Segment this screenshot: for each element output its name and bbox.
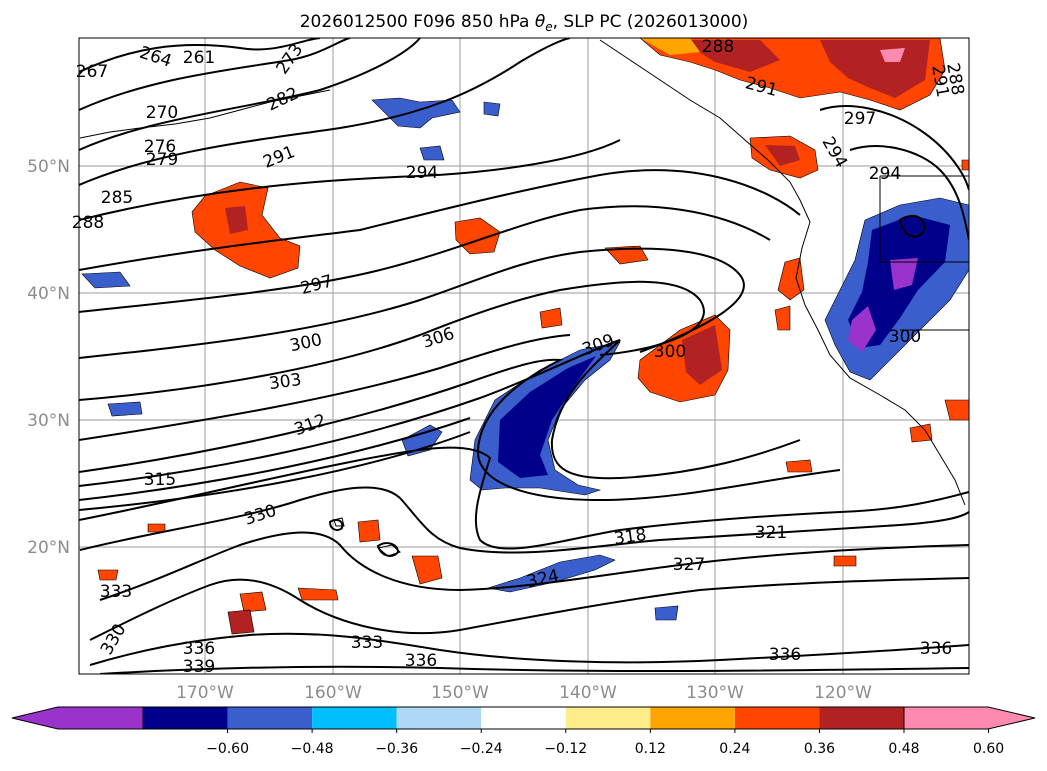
colorbar-segments (142, 706, 905, 730)
colorbar-tick-label: 0.48 (888, 741, 919, 757)
contour-label: 261 (183, 48, 215, 68)
contour-label: 339 (183, 657, 215, 677)
colorbar-extend-left (11, 706, 144, 730)
theta-e-contours (79, 38, 969, 674)
colorbar-segment (734, 707, 820, 729)
lat-tick-label: 50°N (27, 157, 70, 177)
contour-label: 315 (144, 470, 176, 490)
contour-label: 294 (869, 164, 901, 184)
contour-label: 294 (406, 163, 438, 183)
map-frame (78, 37, 970, 675)
correlation-shading (81, 38, 969, 635)
lon-tick-label: 140°W (559, 683, 617, 703)
colorbar-segment (312, 707, 397, 729)
colorbar-tick-label: −0.36 (375, 741, 418, 757)
map-panel (78, 37, 970, 675)
figure-title: 2026012500 F096 850 hPa θe, SLP PC (2026… (300, 12, 749, 34)
lat-tick-label: 40°N (27, 284, 70, 304)
contour-label: 321 (755, 523, 787, 543)
contour-labels: 261 264 267 270 276 279 282 285 288 291 … (72, 37, 968, 677)
colorbar-tick-label: 0.12 (635, 741, 666, 757)
colorbar-tick-label: −0.24 (460, 741, 503, 757)
contour-label: 336 (769, 645, 801, 665)
contour-label: 303 (268, 370, 303, 394)
colorbar-segment (481, 707, 566, 729)
contour-label: 270 (146, 103, 178, 123)
colorbar-segment (565, 707, 651, 729)
colorbar-extend-right (903, 706, 1036, 730)
lon-tick-label: 160°W (304, 683, 362, 703)
colorbar-segment (396, 707, 482, 729)
contour-label: 279 (146, 150, 178, 170)
lon-tick-label: 170°W (176, 683, 234, 703)
colorbar-tick-label: −0.48 (291, 741, 334, 757)
contour-label: 297 (844, 109, 876, 129)
contour-label: 336 (405, 651, 437, 671)
contour-label: 327 (673, 555, 705, 575)
lon-tick-label: 120°W (814, 683, 872, 703)
colorbar-ticks: −0.60 −0.48 −0.36 −0.24 −0.12 0.12 0.24 0.36 0.4… (206, 729, 1004, 757)
colorbar-segment (819, 707, 904, 729)
contour-label: 333 (351, 633, 383, 653)
colorbar: −0.60 −0.48 −0.36 −0.24 −0.12 0.12 0.24 0.36 0.4… (11, 706, 1036, 757)
contour-label: 300 (654, 342, 686, 362)
colorbar-segment (227, 707, 313, 729)
colorbar-tick-label: −0.12 (544, 741, 587, 757)
lat-tick-label: 30°N (27, 411, 70, 431)
contour-label: 276 (144, 137, 176, 157)
colorbar-tick-label: 0.36 (804, 741, 835, 757)
contour-label: 288 (702, 37, 734, 57)
colorbar-tick-label: 0.60 (973, 741, 1004, 757)
contour-label: 267 (76, 62, 108, 82)
coastlines (79, 39, 969, 557)
contour-label: 288 (72, 213, 104, 233)
lat-tick-label: 20°N (27, 538, 70, 558)
contour-label: 318 (613, 525, 648, 549)
colorbar-tick-label: −0.60 (206, 741, 249, 757)
lon-tick-label: 130°W (686, 683, 744, 703)
contour-label: 300 (889, 327, 921, 347)
colorbar-tick-label: 0.24 (719, 741, 750, 757)
colorbar-segment (143, 707, 228, 729)
colorbar-segment (650, 707, 735, 729)
contour-label: 333 (100, 582, 132, 602)
lon-tick-label: 150°W (431, 683, 489, 703)
longitude-axis: 170°W 160°W 150°W 140°W 130°W 120°W (176, 683, 872, 703)
contour-label: 336 (920, 639, 952, 659)
contour-label: 336 (183, 639, 215, 659)
latitude-axis: 50°N 40°N 30°N 20°N (27, 157, 70, 558)
contour-label: 285 (101, 188, 133, 208)
